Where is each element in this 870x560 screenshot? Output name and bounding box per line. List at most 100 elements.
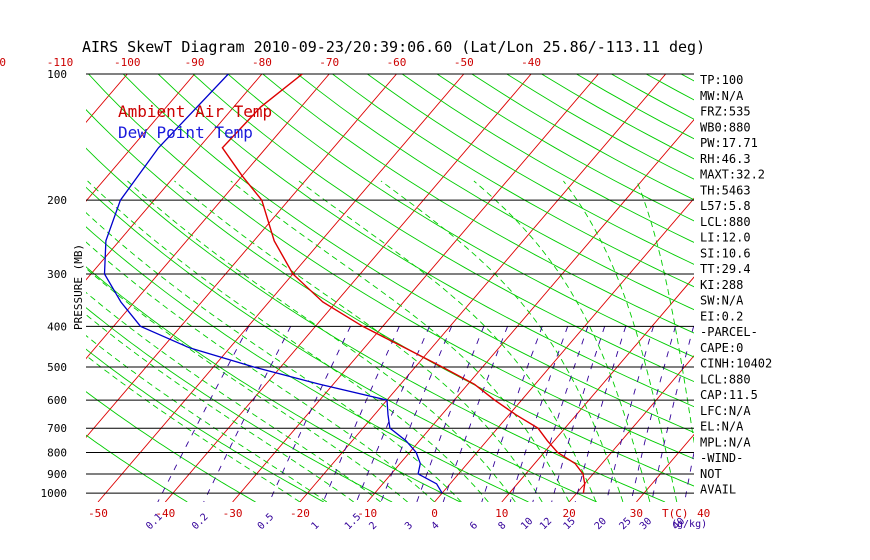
bottom-temp-tick: 10	[495, 507, 508, 520]
stat-item: MW:N/A	[700, 89, 744, 103]
stat-item: CINH:10402	[700, 357, 772, 371]
moist-adiabat-lines	[86, 180, 694, 502]
mixing-ratio-line	[605, 326, 654, 502]
stat-item: NOT	[700, 467, 722, 481]
dry-adiabat-lines	[86, 74, 694, 502]
profile-layer	[103, 74, 586, 494]
stat-item: SW:N/A	[700, 294, 744, 308]
moist-adiabat-line	[86, 314, 354, 502]
pressure-tick: 400	[47, 320, 67, 333]
moist-adiabat-line	[127, 180, 516, 502]
stat-item: WB0:880	[700, 120, 751, 134]
mixing-ratio-line	[157, 326, 250, 502]
stat-item: MAXT:32.2	[700, 168, 765, 182]
stat-item: EI:0.2	[700, 309, 743, 323]
dry-adiabat-line	[332, 74, 694, 288]
pressure-tick: 1000	[41, 487, 68, 500]
top-temp-tick: -120	[0, 56, 6, 69]
bottom-temp-tick: -40	[155, 507, 175, 520]
pressure-tick: 800	[47, 447, 67, 460]
moist-adiabat-line	[86, 267, 408, 502]
top-temp-tick: -100	[114, 56, 141, 69]
isotherm-line	[164, 74, 532, 502]
stat-item: SI:10.6	[700, 246, 751, 260]
bottom-temp-tick: 30	[630, 507, 643, 520]
mixing-ratio-line	[322, 326, 400, 502]
mixing-ratio-line	[630, 326, 676, 502]
stat-item: LCL:880	[700, 372, 751, 386]
pressure-tick: 900	[47, 468, 67, 481]
stat-item: -WIND-	[700, 451, 743, 465]
moist-adiabat-line	[473, 180, 651, 502]
dry-adiabat-line	[86, 434, 188, 502]
stat-item: RH:46.3	[700, 152, 751, 166]
top-temp-tick: -110	[47, 56, 74, 69]
mixing-ratio-line	[684, 450, 694, 502]
dry-adiabat-line	[262, 74, 694, 334]
moist-adiabat-line	[86, 241, 435, 502]
y-axis-label: PRESSURE (MB)	[72, 244, 85, 330]
moist-adiabat-line	[380, 180, 624, 502]
dry-adiabat-line	[192, 74, 694, 383]
stat-item: CAP:11.5	[700, 388, 758, 402]
dry-adiabat-line	[367, 74, 694, 265]
dry-adiabat-line	[86, 109, 694, 487]
isotherm-line	[232, 74, 599, 502]
mixing-ratio-line	[651, 326, 694, 502]
dry-adiabat-line	[86, 186, 597, 502]
dry-adiabat-line	[122, 74, 694, 433]
stat-item: L57:5.8	[700, 199, 751, 213]
dry-adiabat-line	[88, 74, 694, 460]
dry-adiabat-line	[157, 74, 694, 408]
pressure-tick: 500	[47, 361, 67, 374]
stat-item: MPL:N/A	[700, 435, 751, 449]
dry-adiabat-line	[86, 226, 529, 502]
dry-adiabat-line	[297, 74, 694, 311]
mixing-ratio-line	[203, 326, 292, 502]
pressure-tick: 100	[47, 68, 67, 81]
top-temp-tick: -40	[521, 56, 541, 69]
isotherm-line	[568, 355, 694, 502]
mixing-ratio-lines	[157, 326, 694, 502]
dry-adiabat-line	[86, 348, 325, 502]
stat-item: TH:5463	[700, 183, 751, 197]
bottom-temp-tick: 20	[562, 507, 575, 520]
moist-adiabat-line	[86, 291, 381, 502]
stat-item: -PARCEL-	[700, 325, 758, 339]
pressure-tick: 700	[47, 422, 67, 435]
pressure-tick: 600	[47, 394, 67, 407]
legend-ambient-air-temp: Ambient Air Temp	[118, 102, 272, 121]
stat-item: TT:29.4	[700, 262, 751, 276]
bottom-temp-tick-labels: -50 -40 -30 -20 -10 0 10 20 30 40	[88, 507, 710, 520]
stat-item: EL:N/A	[700, 420, 744, 434]
isotherm-line	[299, 74, 667, 502]
isotherm-line	[86, 74, 195, 202]
isotherm-line	[86, 74, 330, 360]
top-temp-tick-labels: -120 -110 -100 -90 -80 -70 -60 -50 -40	[0, 56, 541, 69]
pressure-tick: 200	[47, 194, 67, 207]
mixing-ratio-unit-label: (g/kg)	[671, 519, 707, 530]
top-temp-tick: -60	[387, 56, 407, 69]
x-axis-label: T(C)	[662, 507, 689, 520]
grid-layer	[86, 74, 694, 502]
stat-item: PW:17.71	[700, 136, 758, 150]
top-temp-tick: -70	[319, 56, 339, 69]
moist-adiabat-line	[86, 212, 462, 502]
stat-item: KI:288	[700, 278, 743, 292]
bottom-temp-tick: -50	[88, 507, 108, 520]
moist-adiabat-line	[230, 180, 570, 502]
temperature-profile-line	[221, 74, 586, 494]
pressure-tick-labels: 100 200 300 400 500 600 700 800 900 1000	[41, 68, 68, 500]
stat-item: FRZ:535	[700, 105, 751, 119]
stat-item: LI:12.0	[700, 231, 751, 245]
isotherm-line	[97, 74, 465, 502]
top-temp-tick: -50	[454, 56, 474, 69]
bottom-temp-tick: -10	[357, 507, 377, 520]
top-temp-tick: -80	[252, 56, 272, 69]
isotherm-line	[501, 276, 694, 502]
stat-item: CAPE:0	[700, 341, 743, 355]
bottom-temp-tick: 40	[697, 507, 710, 520]
mixing-ratio-line	[268, 326, 351, 502]
